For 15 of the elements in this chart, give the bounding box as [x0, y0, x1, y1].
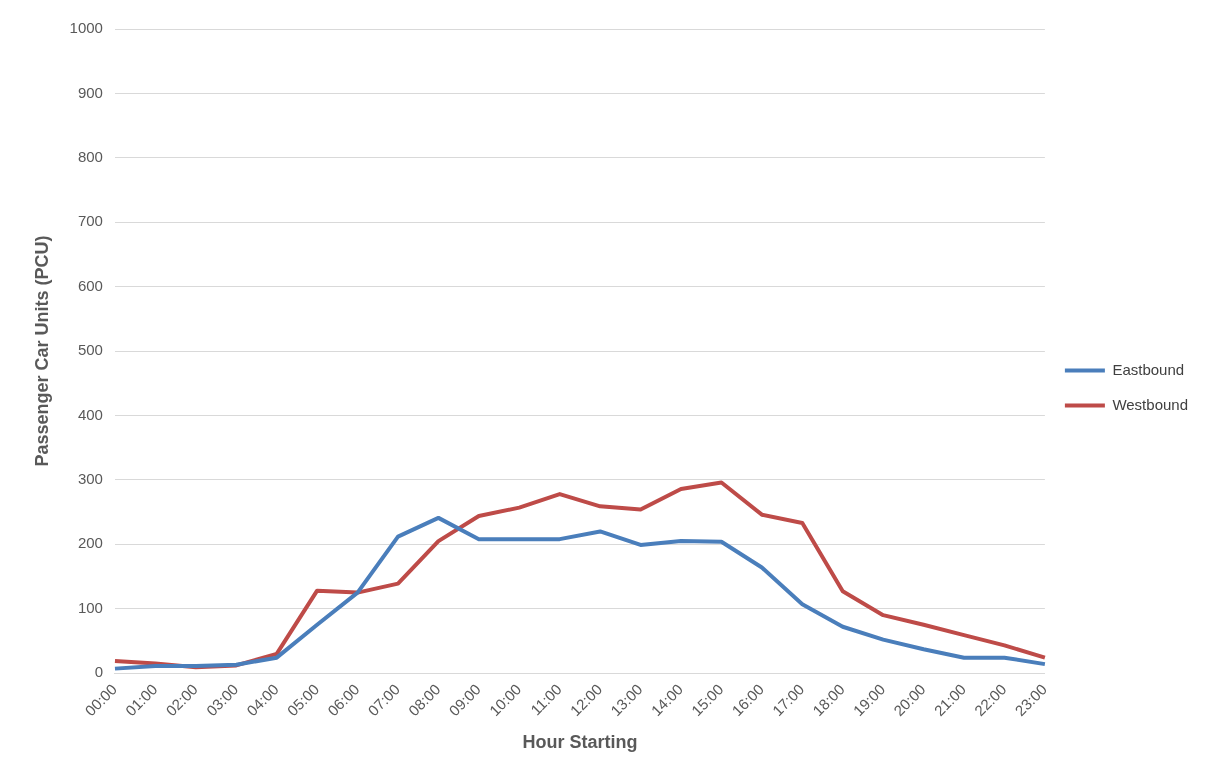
legend-label: Eastbound: [1112, 360, 1185, 378]
x-axis-title: Hour Starting: [522, 732, 638, 753]
y-tick-label: 100: [77, 598, 103, 616]
y-tick-label: 600: [77, 276, 103, 294]
y-tick-label: 800: [77, 147, 103, 165]
legend-label: Westbound: [1112, 395, 1188, 413]
y-tick-label: 1000: [69, 19, 103, 37]
y-tick-label: 0: [94, 663, 103, 681]
y-tick-label: 700: [77, 212, 103, 230]
y-tick-label: 200: [77, 534, 103, 552]
y-tick-label: 500: [77, 341, 103, 359]
y-tick-label: 400: [77, 405, 103, 423]
y-axis-title: Passenger Car Units (PCU): [31, 235, 52, 467]
y-tick-label: 300: [77, 470, 103, 488]
y-tick-label: 900: [77, 83, 103, 101]
